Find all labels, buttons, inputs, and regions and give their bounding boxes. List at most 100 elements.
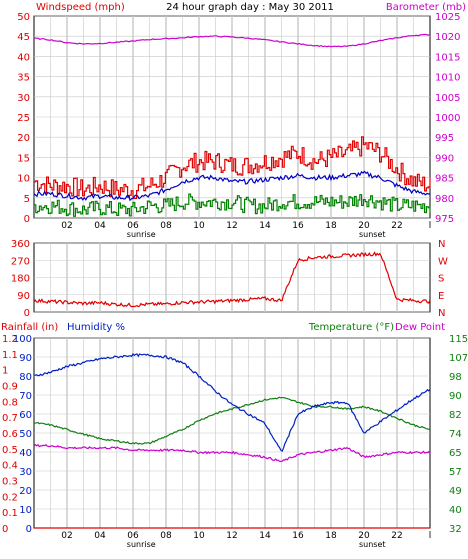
windspeed-tick-label: 5 [24, 194, 30, 205]
temperature-tick-label: 98 [449, 372, 462, 383]
temperature-axis-title: Temperature (°F) [308, 322, 394, 333]
rainfall-tick-label: 0.1 [2, 508, 18, 519]
barometer-line [33, 33, 431, 48]
chart-title: 24 hour graph day : May 30 2011 [166, 2, 334, 13]
direction-tick-label: 90 [17, 291, 30, 302]
x-tick-label: 22 [391, 221, 402, 231]
dew-point-axis-title: Dew Point [395, 322, 445, 333]
x-tick-label: 14 [259, 221, 271, 231]
compass-tick-label: N [438, 308, 445, 319]
windspeed-tick-label: 0 [24, 214, 30, 225]
x-tick-label: 02 [61, 221, 72, 231]
windspeed-average-line [33, 170, 431, 202]
windspeed-tick-label: 15 [17, 153, 30, 164]
temperature-tick-label: 115 [449, 334, 468, 345]
x-tick-label: 04 [94, 531, 106, 541]
x-tick-label: 20 [358, 531, 370, 541]
compass-tick-label: N [438, 239, 445, 250]
humidity-tick-label: 70 [19, 391, 32, 402]
rainfall-tick-label: 0 [2, 524, 8, 535]
windspeed-tick-label: 20 [17, 133, 30, 144]
windspeed-tick-label: 30 [17, 93, 30, 104]
x-tick-label: 18 [325, 221, 337, 231]
x-tick-label: 18 [325, 531, 337, 541]
humidity-tick-label: 0 [26, 524, 32, 535]
x-tick-label: 04 [94, 221, 106, 231]
rainfall-tick-label: 0.7 [2, 413, 18, 424]
temperature-tick-label: 49 [449, 486, 462, 497]
barometer-tick-label: 980 [435, 194, 454, 205]
x-tick-label: 10 [193, 531, 205, 541]
barometer-tick-label: 1015 [435, 52, 460, 63]
humidity-tick-label: 20 [19, 486, 32, 497]
x-tick-label: 16 [292, 531, 304, 541]
barometer-tick-label: 1025 [435, 12, 460, 23]
temperature-tick-label: 82 [449, 410, 462, 421]
compass-tick-label: W [438, 256, 448, 267]
x-tick-label: 12 [226, 531, 237, 541]
temperature-tick-label: 40 [449, 505, 462, 516]
rainfall-tick-label: 1.2 [2, 334, 18, 345]
windspeed-tick-label: 35 [17, 73, 30, 84]
humidity-tick-label: 30 [19, 467, 32, 478]
humidity-line [33, 353, 431, 453]
direction-tick-label: 180 [11, 274, 30, 285]
sunrise-label: sunrise [127, 230, 156, 239]
temperature-tick-label: 107 [449, 353, 468, 364]
barometer-tick-label: 990 [435, 153, 454, 164]
rainfall-axis-title: Rainfall (in) [1, 322, 58, 333]
x-tick-label: 20 [358, 221, 370, 231]
temperature-tick-label: 57 [449, 467, 462, 478]
windspeed-low-line [34, 193, 431, 217]
direction-tick-label: 360 [11, 239, 30, 250]
humidity-tick-label: 50 [19, 429, 32, 440]
temperature-tick-label: 65 [449, 448, 462, 459]
x-tick-label: 10 [193, 221, 205, 231]
barometer-tick-label: 1010 [435, 73, 460, 84]
barometer-tick-label: 975 [435, 214, 454, 225]
compass-tick-label: S [438, 274, 444, 285]
x-tick-label: l [429, 221, 432, 231]
humidity-tick-label: 10 [19, 505, 32, 516]
humidity-tick-label: 100 [13, 334, 32, 345]
temperature-tick-label: 32 [449, 524, 462, 535]
barometer-tick-label: 1020 [435, 32, 460, 43]
humidity-tick-label: 60 [19, 410, 32, 421]
windspeed-tick-label: 25 [17, 113, 30, 124]
windspeed-gust-line [34, 136, 431, 199]
x-tick-label: 22 [391, 531, 402, 541]
x-tick-label: 02 [61, 531, 72, 541]
barometer-axis-title: Barometer (mb) [386, 2, 466, 13]
rainfall-tick-label: 0.9 [2, 382, 18, 393]
sunset-label: sunset [359, 540, 386, 549]
barometer-tick-label: 1000 [435, 113, 460, 124]
direction-tick-label: 270 [11, 256, 30, 267]
x-tick-label: l [429, 531, 432, 541]
sunset-label: sunset [359, 230, 386, 239]
rainfall-tick-label: 0.4 [2, 461, 18, 472]
x-tick-label: 14 [259, 531, 271, 541]
x-tick-label: 06 [127, 221, 139, 231]
rainfall-tick-label: 1 [2, 366, 8, 377]
x-tick-label: 16 [292, 221, 304, 231]
rainfall-tick-label: 0.5 [2, 445, 18, 456]
windspeed-tick-label: 45 [17, 32, 30, 43]
temperature-tick-label: 74 [449, 429, 462, 440]
windspeed-axis-title: Windspeed (mph) [36, 2, 125, 13]
humidity-tick-label: 80 [19, 372, 32, 383]
dew-point-line [33, 443, 431, 463]
humidity-tick-label: 90 [19, 353, 32, 364]
barometer-tick-label: 995 [435, 133, 454, 144]
x-tick-label: 12 [226, 221, 237, 231]
rainfall-tick-label: 0.2 [2, 492, 18, 503]
rainfall-tick-label: 0.3 [2, 477, 18, 488]
humidity-tick-label: 40 [19, 448, 32, 459]
barometer-tick-label: 1005 [435, 93, 460, 104]
windspeed-tick-label: 10 [17, 174, 30, 185]
compass-tick-label: E [438, 291, 444, 302]
barometer-tick-label: 985 [435, 174, 454, 185]
rain-humidity-temp-panel: 0 0.1 0.2 0.3 0.4 0.5 0.6 0.7 0.8 0.9 1 1.1 1.2 0 10 20… [2, 334, 468, 549]
windspeed-tick-label: 40 [17, 52, 30, 63]
wind-direction-line [33, 251, 431, 308]
